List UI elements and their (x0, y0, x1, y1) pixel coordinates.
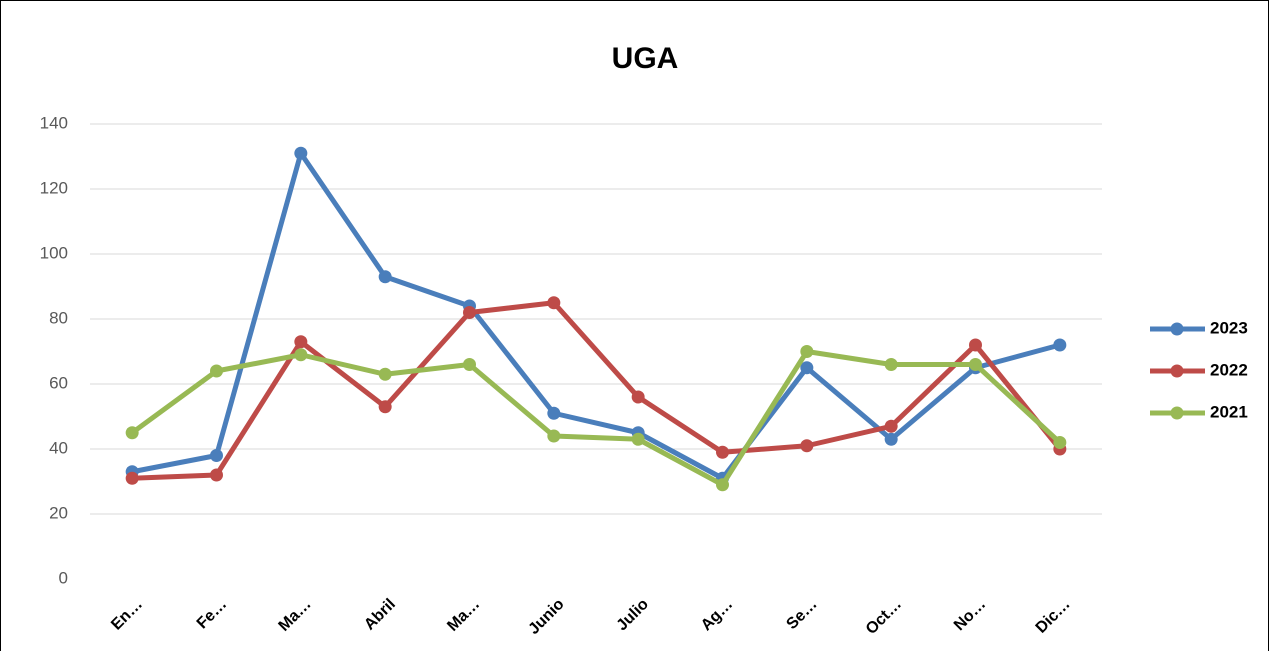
y-tick-label: 80 (49, 308, 68, 327)
data-point (631, 390, 645, 404)
data-point (125, 471, 139, 485)
legend-marker (1170, 322, 1184, 336)
data-point (210, 468, 223, 482)
data-point (210, 364, 223, 378)
series-line (131, 150, 1061, 481)
y-tick-label: 20 (49, 503, 68, 522)
data-point (969, 358, 982, 371)
legend-label: 2022 (1210, 360, 1248, 379)
data-point (1053, 338, 1067, 352)
data-point (1053, 436, 1067, 449)
data-point (294, 348, 308, 362)
data-point (210, 449, 223, 462)
y-tick-label: 140 (40, 113, 68, 132)
data-point (547, 429, 561, 443)
data-point (716, 445, 729, 459)
data-point (463, 306, 476, 319)
y-tick-label: 100 (40, 243, 68, 262)
data-point (547, 406, 561, 420)
y-tick-label: 60 (49, 373, 68, 392)
legend-label: 2023 (1210, 318, 1248, 337)
series-line (132, 300, 1062, 481)
data-point (378, 367, 392, 381)
y-tick-label: 120 (40, 178, 68, 197)
data-point (800, 345, 814, 358)
y-tick-label: 40 (49, 438, 68, 457)
data-point (294, 146, 308, 160)
legend-label: 2021 (1210, 402, 1248, 421)
data-point (969, 338, 982, 352)
series-line (130, 349, 1062, 488)
data-point (378, 400, 392, 414)
data-point (378, 270, 392, 284)
data-point (631, 432, 645, 446)
legend-marker (1170, 364, 1184, 378)
legend-marker (1170, 406, 1184, 420)
data-point (800, 439, 814, 453)
data-point (716, 478, 729, 492)
data-point (294, 335, 308, 349)
chart-title: UGA (612, 42, 679, 75)
y-tick-label: 0 (59, 568, 68, 587)
data-point (884, 419, 898, 433)
data-point (125, 426, 139, 440)
data-point (800, 361, 814, 375)
data-point (463, 358, 476, 371)
data-point (884, 358, 898, 371)
data-point (884, 432, 898, 446)
data-point (547, 296, 561, 310)
